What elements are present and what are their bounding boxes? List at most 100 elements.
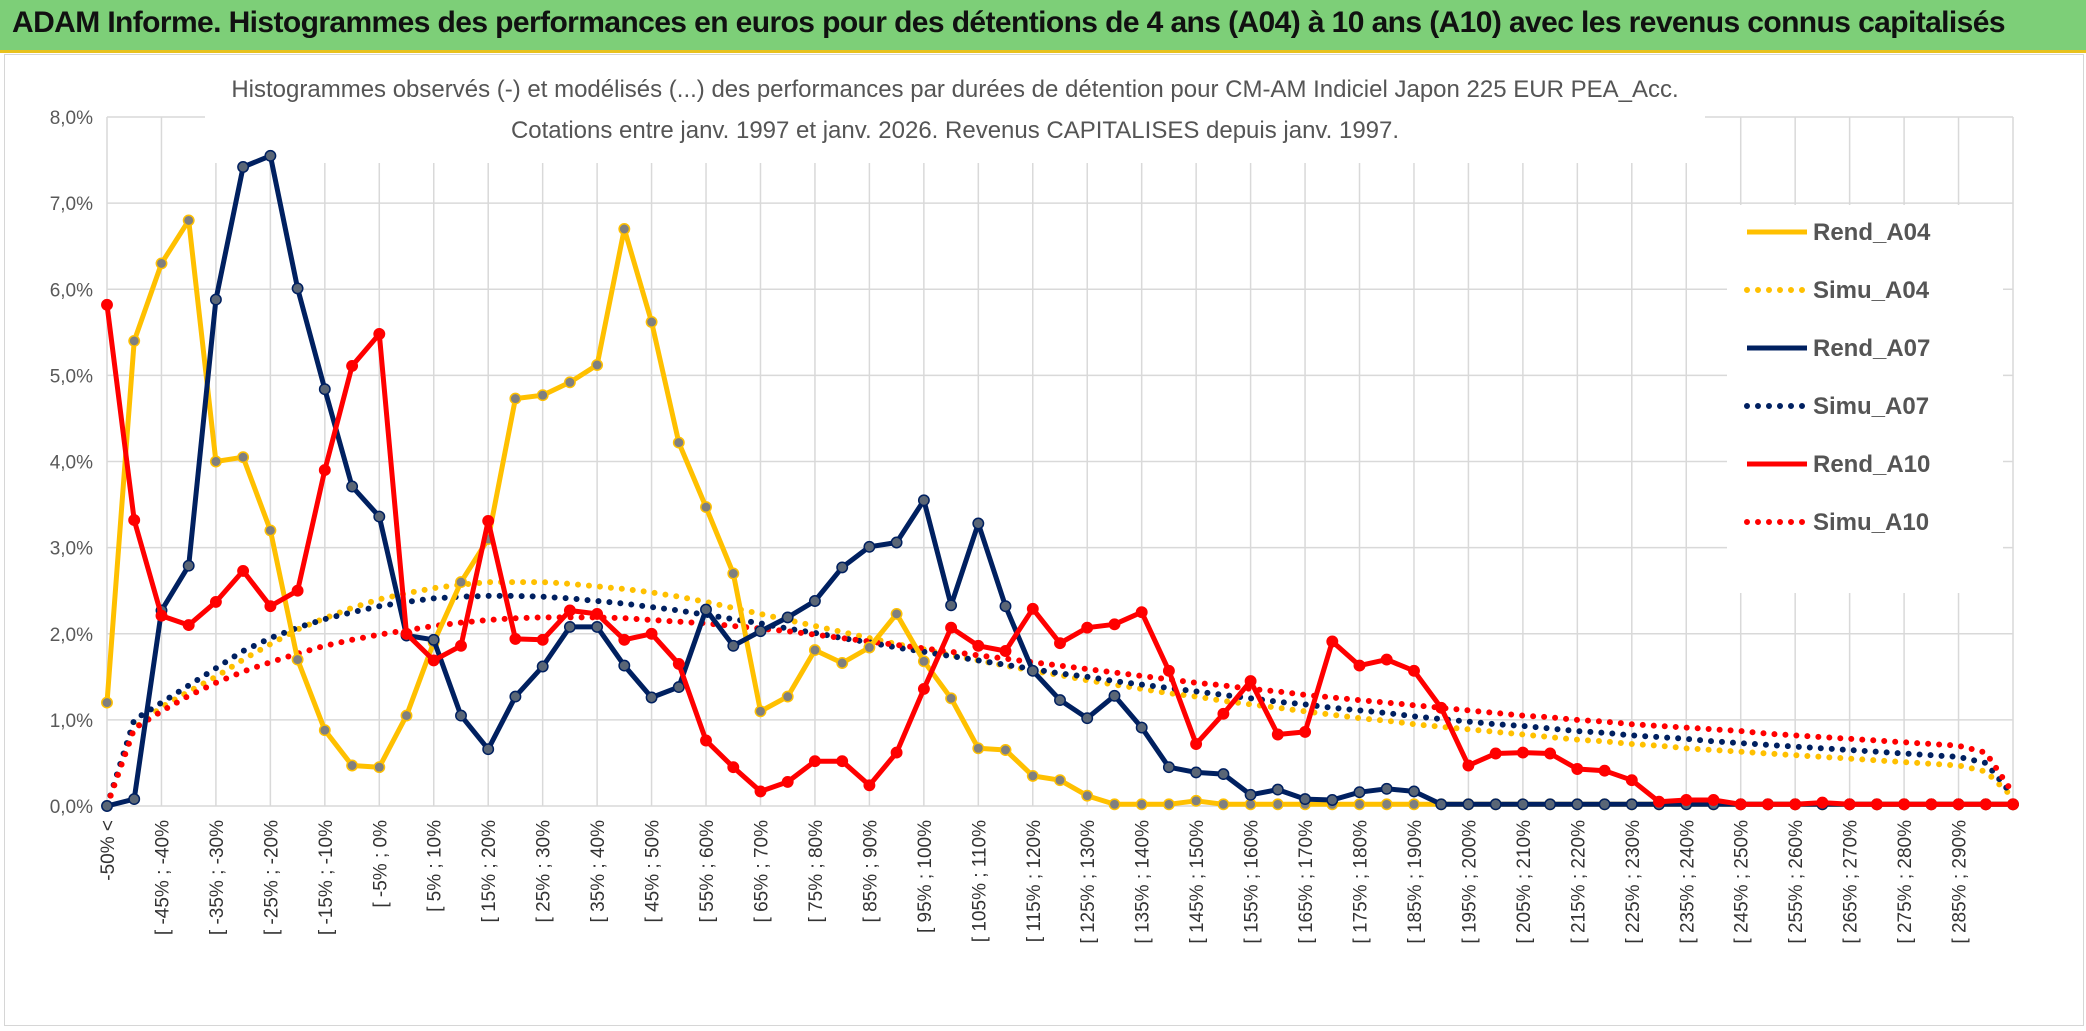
data-point	[1571, 763, 1584, 775]
data-point	[1380, 782, 1393, 795]
legend-entry-Rend_A04: Rend_A04	[1747, 219, 1931, 246]
data-point	[1081, 712, 1094, 725]
data-point	[1462, 759, 1475, 772]
data-point	[1571, 798, 1584, 811]
data-point	[672, 681, 685, 694]
data-point	[291, 653, 304, 666]
legend-label: Rend_A07	[1813, 335, 1930, 362]
x-tick-label: [ 115% ; 120%	[1024, 820, 1045, 942]
data-point	[1326, 794, 1339, 806]
data-point	[318, 724, 331, 737]
data-point	[1026, 602, 1039, 615]
data-point	[509, 392, 522, 405]
data-point	[1054, 694, 1066, 707]
data-point	[291, 282, 304, 295]
data-point	[1081, 789, 1094, 802]
data-point	[373, 328, 386, 340]
data-point	[781, 611, 794, 624]
data-point	[645, 691, 658, 704]
y-tick-label: 5,0%	[50, 366, 93, 387]
data-point	[291, 584, 304, 597]
data-point	[1217, 768, 1230, 781]
data-point	[536, 633, 549, 646]
data-point	[1326, 635, 1339, 648]
x-tick-label: [ 135% ; 140%	[1133, 820, 1154, 944]
y-tick-label: 6,0%	[50, 280, 93, 301]
data-point	[1925, 798, 1938, 811]
data-point	[1162, 664, 1175, 677]
data-point	[945, 621, 958, 634]
series-Simu_A10	[104, 614, 2016, 809]
x-tick-label: -50% <	[98, 820, 119, 881]
data-point	[1190, 766, 1203, 779]
header-banner: ADAM Informe. Histogrammes des performan…	[0, 0, 2086, 53]
data-point	[1026, 664, 1039, 677]
data-point	[1680, 794, 1693, 806]
data-point	[237, 564, 250, 577]
data-point	[1489, 747, 1502, 760]
y-tick-label: 2,0%	[50, 625, 93, 646]
y-tick-label: 4,0%	[50, 453, 93, 474]
data-point	[318, 464, 331, 477]
legend-label: Simu_A07	[1813, 393, 1929, 420]
legend-entry-Rend_A07: Rend_A07	[1747, 335, 1930, 362]
x-tick-label: [ 175% ; 180%	[1351, 820, 1372, 944]
chart-title-line2: Cotations entre janv. 1997 et janv. 2026…	[511, 117, 1399, 144]
series-line	[104, 614, 2016, 809]
x-tick-label: [ 95% ; 100%	[915, 820, 936, 933]
data-point	[1598, 798, 1611, 811]
data-point	[1299, 725, 1312, 738]
data-point	[1244, 788, 1257, 801]
data-point	[1408, 664, 1420, 677]
data-point	[482, 514, 495, 527]
legend-label: Rend_A04	[1813, 219, 1931, 246]
data-point	[1162, 798, 1175, 811]
legend: Rend_A04 Simu_A04 Rend_A07 Simu_A07 Rend_A10…	[1727, 205, 2003, 593]
data-point	[1380, 653, 1393, 666]
data-point	[209, 455, 222, 468]
data-point	[863, 641, 876, 654]
data-point	[999, 645, 1012, 657]
data-point	[373, 761, 386, 774]
data-point	[1380, 798, 1393, 811]
y-tick-label: 3,0%	[50, 539, 93, 560]
data-point	[1054, 637, 1066, 650]
data-point	[264, 524, 277, 537]
data-point	[563, 604, 576, 617]
data-point	[318, 383, 331, 396]
series	[101, 149, 2019, 812]
data-point	[727, 761, 740, 774]
data-point	[945, 599, 958, 612]
data-point	[917, 655, 930, 668]
data-point	[1625, 774, 1638, 787]
data-point	[1353, 786, 1366, 799]
data-point	[836, 755, 849, 768]
data-point	[618, 633, 631, 646]
data-point	[101, 298, 113, 311]
x-tick-label: [ 245% ; 250%	[1732, 820, 1753, 944]
data-point	[754, 625, 767, 638]
chart-title-background	[205, 59, 1705, 163]
data-point	[1952, 798, 1965, 811]
data-point	[209, 293, 222, 306]
x-tick-label: [ 85% ; 90%	[860, 820, 881, 923]
data-point	[1761, 798, 1774, 811]
data-point	[1653, 795, 1665, 808]
x-tick-label: [ 15% ; 20%	[479, 820, 500, 923]
series-line	[104, 579, 2016, 809]
data-point	[1353, 798, 1366, 811]
y-tick-label: 0,0%	[50, 797, 93, 818]
data-point	[700, 501, 712, 514]
data-point	[917, 682, 930, 695]
data-point	[128, 514, 141, 527]
legend-entry-Simu_A07: Simu_A07	[1744, 393, 1929, 420]
data-point	[1898, 798, 1911, 811]
data-point	[1108, 689, 1121, 702]
data-point	[482, 743, 495, 756]
x-tick-label: [ 255% ; 260%	[1786, 820, 1807, 944]
data-point	[1462, 798, 1475, 811]
data-point	[645, 627, 658, 640]
data-point	[781, 775, 794, 788]
x-tick-label: [ 5% ; 10%	[425, 820, 446, 912]
data-point	[182, 559, 195, 572]
